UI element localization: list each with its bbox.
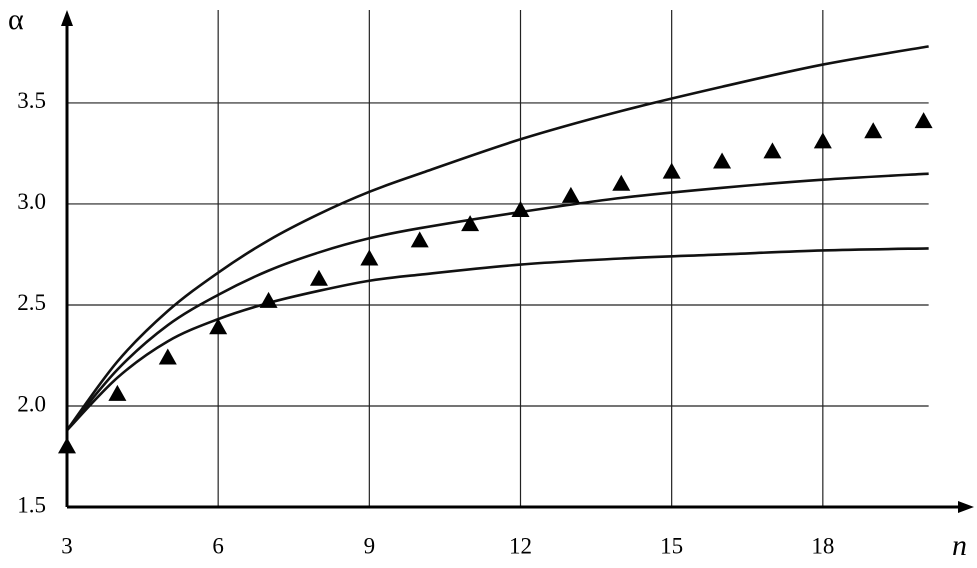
x-tick-label: 15 [660, 533, 683, 558]
triangle-marker [108, 384, 127, 401]
x-tick-label: 12 [509, 533, 532, 558]
x-tick-label: 6 [212, 533, 224, 558]
y-tick-label: 1.5 [17, 492, 46, 517]
curve [66, 247, 929, 432]
marks [58, 45, 933, 454]
triangle-marker [914, 112, 933, 129]
triangle-marker [461, 215, 480, 232]
triangle-marker [713, 152, 732, 169]
triangle-marker [158, 348, 177, 365]
y-axis-label: α [8, 3, 24, 36]
triangle-marker [662, 162, 681, 179]
curve [65, 45, 929, 431]
triangle-marker [511, 201, 530, 218]
triangle-marker [561, 186, 580, 203]
triangle-marker [309, 269, 328, 286]
x-axis-label: n [952, 529, 967, 562]
y-axis-arrow [61, 10, 73, 26]
triangle-marker [259, 291, 278, 308]
triangle-marker [209, 318, 228, 335]
y-tick-label: 2.5 [17, 290, 46, 315]
x-tick-label: 9 [364, 533, 376, 558]
y-tick-label: 3.5 [17, 88, 46, 113]
triangle-marker [612, 174, 631, 191]
curve [66, 172, 929, 432]
x-tick-label: 3 [61, 533, 73, 558]
y-tick-label: 3.0 [17, 189, 46, 214]
x-axis-arrow [958, 501, 974, 513]
triangle-marker [813, 132, 832, 149]
triangle-marker [360, 249, 379, 266]
x-tick-label: 18 [811, 533, 834, 558]
triangle-marker [763, 142, 782, 159]
axes: 3 6 9 12 15 18 1.5 2.0 2.5 3.0 3.5 [17, 10, 974, 558]
triangle-marker [864, 122, 883, 139]
grid [67, 10, 929, 507]
triangle-marker [410, 231, 429, 248]
y-tick-label: 2.0 [17, 391, 46, 416]
